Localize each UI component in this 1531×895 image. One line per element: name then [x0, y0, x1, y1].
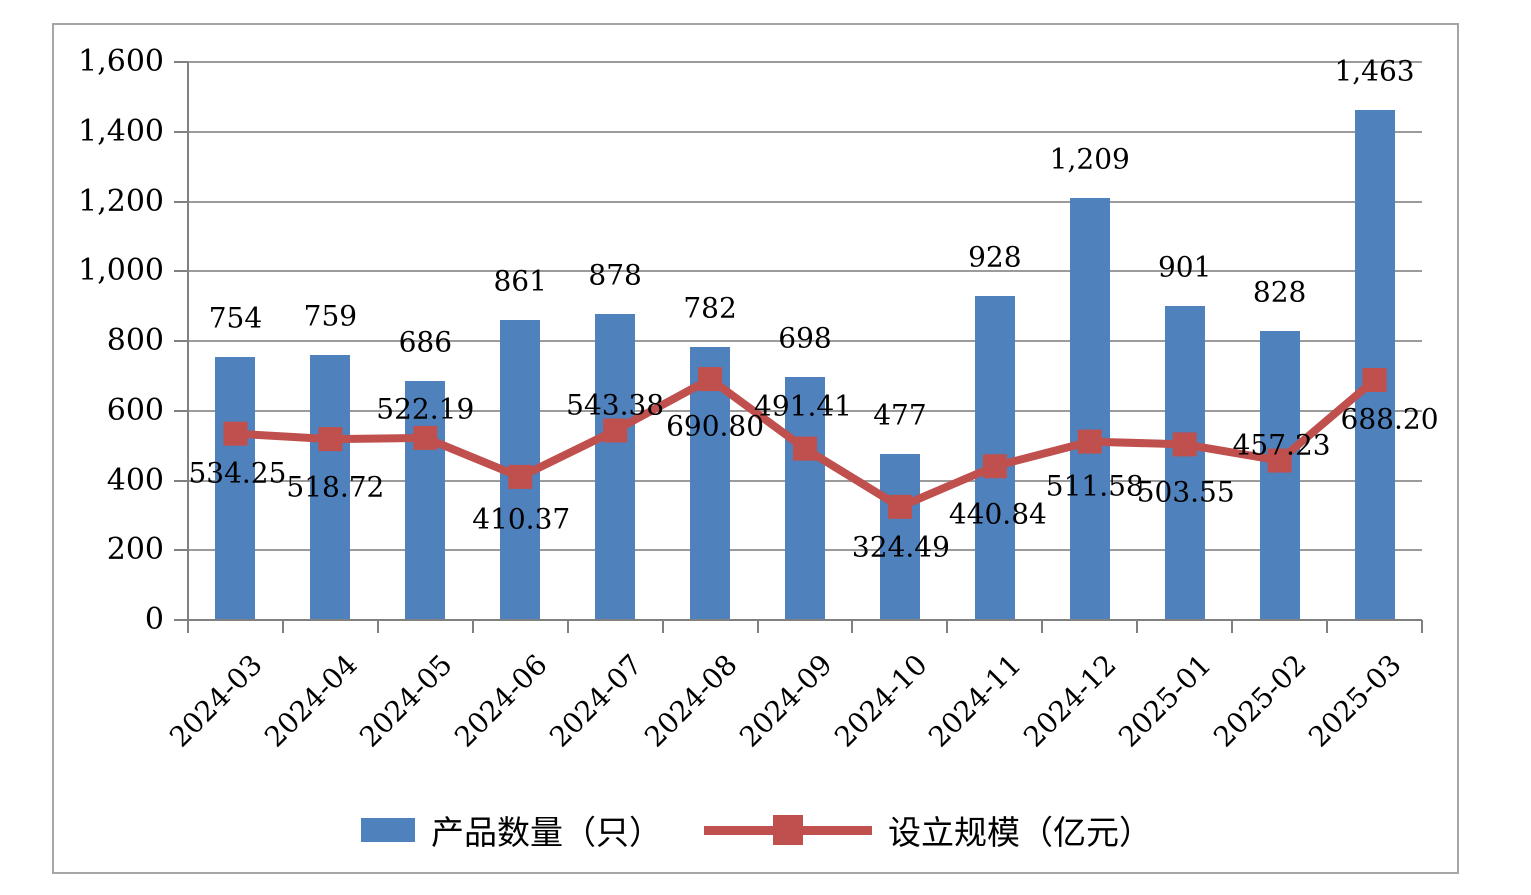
bar-value-label: 686	[398, 325, 453, 359]
bar-value-label: 759	[303, 299, 358, 333]
bar-value-label: 1,209	[1049, 142, 1130, 176]
legend-square-marker-icon	[773, 815, 803, 845]
bar-value-label: 878	[588, 258, 642, 292]
bar-2024-10	[879, 453, 920, 620]
x-axis-tick	[471, 620, 474, 633]
x-axis-tick	[1231, 620, 1234, 633]
line-marker-2024-11	[982, 454, 1007, 479]
line-marker-2024-04	[318, 427, 343, 452]
line-value-label: 511.58	[1045, 469, 1144, 503]
x-axis-tick	[376, 620, 379, 633]
line-marker-2025-03	[1362, 367, 1387, 392]
legend-bar-label: 产品数量（只）	[431, 813, 662, 852]
legend-bar-swatch	[361, 818, 415, 842]
x-axis-tick	[1326, 620, 1329, 633]
x-axis-tick	[1041, 620, 1044, 633]
bar-value-label: 828	[1252, 275, 1307, 309]
y-axis-tick	[174, 61, 188, 63]
x-axis-tick	[187, 620, 189, 633]
line-marker-2024-06	[508, 464, 533, 489]
bar-2024-07	[595, 313, 636, 620]
bar-2025-03	[1354, 109, 1395, 620]
line-value-label: 688.20	[1340, 402, 1439, 436]
bar-value-label: 928	[968, 240, 1022, 274]
x-axis-line	[188, 619, 1422, 621]
line-marker-2024-07	[603, 418, 628, 443]
line-value-label: 522.19	[376, 392, 475, 426]
x-axis-tick	[1136, 620, 1139, 633]
y-axis-tick-label: 0	[144, 602, 164, 637]
bar-2024-12	[1069, 198, 1110, 620]
line-marker-2024-03	[223, 421, 248, 446]
line-marker-2024-09	[793, 436, 817, 461]
y-axis-tick-label: 1,600	[78, 44, 164, 79]
y-axis-tick	[174, 340, 188, 342]
gridline	[188, 200, 1422, 203]
x-axis-tick	[1421, 620, 1423, 633]
y-axis-tick	[174, 130, 188, 133]
x-axis-tick	[851, 620, 854, 633]
x-axis-tick	[281, 620, 284, 633]
line-value-label: 503.55	[1136, 475, 1235, 509]
line-value-label: 534.25	[188, 456, 287, 490]
gridline	[188, 340, 1422, 342]
y-axis-tick-label: 1,200	[78, 183, 164, 219]
legend-line-label: 设立规模（亿元）	[888, 813, 1152, 852]
line-marker-2024-05	[413, 425, 438, 450]
line-value-label: 518.72	[286, 470, 385, 504]
y-axis-tick	[174, 270, 188, 273]
line-value-label: 457.23	[1232, 428, 1331, 462]
gridline	[188, 130, 1422, 133]
y-axis-tick	[174, 549, 188, 552]
y-axis-tick	[174, 619, 188, 621]
line-value-label: 440.84	[948, 497, 1047, 531]
line-marker-2024-10	[887, 494, 912, 519]
legend: 产品数量（只） 设立规模（亿元）	[54, 800, 1459, 860]
line-marker-2024-12	[1077, 429, 1102, 454]
bar-value-label: 782	[683, 291, 737, 325]
bar-value-label: 754	[208, 301, 263, 335]
y-axis-line	[187, 62, 189, 622]
x-axis-tick	[946, 620, 949, 633]
y-axis-tick	[174, 409, 188, 412]
y-axis-tick	[174, 200, 188, 203]
bar-value-label: 861	[493, 264, 547, 298]
bar-value-label: 901	[1157, 250, 1212, 284]
line-value-label: 543.38	[566, 389, 665, 423]
y-axis-tick-label: 800	[106, 323, 164, 358]
bar-2024-05	[405, 380, 446, 620]
line-value-label: 324.49	[851, 530, 950, 564]
y-axis-tick-label: 1,400	[78, 113, 164, 149]
bar-2024-03	[215, 357, 256, 620]
line-marker-2024-08	[698, 367, 723, 392]
bar-2024-04	[310, 355, 351, 620]
y-axis-tick-label: 200	[106, 532, 164, 568]
y-axis-tick-label: 400	[106, 462, 164, 498]
line-value-label: 410.37	[472, 502, 571, 536]
x-axis-tick	[661, 620, 664, 633]
y-axis-tick-label: 600	[106, 392, 164, 428]
bar-2025-01	[1164, 305, 1205, 620]
bar-value-label: 1,463	[1334, 54, 1415, 88]
x-axis-tick	[566, 620, 569, 633]
bar-2024-09	[785, 376, 825, 620]
line-marker-2025-02	[1267, 448, 1292, 473]
line-value-label: 491.41	[754, 389, 852, 423]
legend-line-swatch	[704, 815, 872, 845]
y-axis-tick	[174, 479, 188, 482]
line-value-label: 690.80	[666, 409, 765, 443]
bar-2025-02	[1259, 331, 1300, 620]
gridline	[188, 270, 1422, 273]
y-axis-tick-label: 1,000	[78, 253, 164, 289]
line-marker-2025-01	[1172, 432, 1197, 457]
x-axis-tick	[756, 620, 759, 633]
bar-value-label: 698	[778, 321, 832, 355]
bar-value-label: 477	[873, 398, 927, 432]
gridline	[188, 61, 1422, 63]
